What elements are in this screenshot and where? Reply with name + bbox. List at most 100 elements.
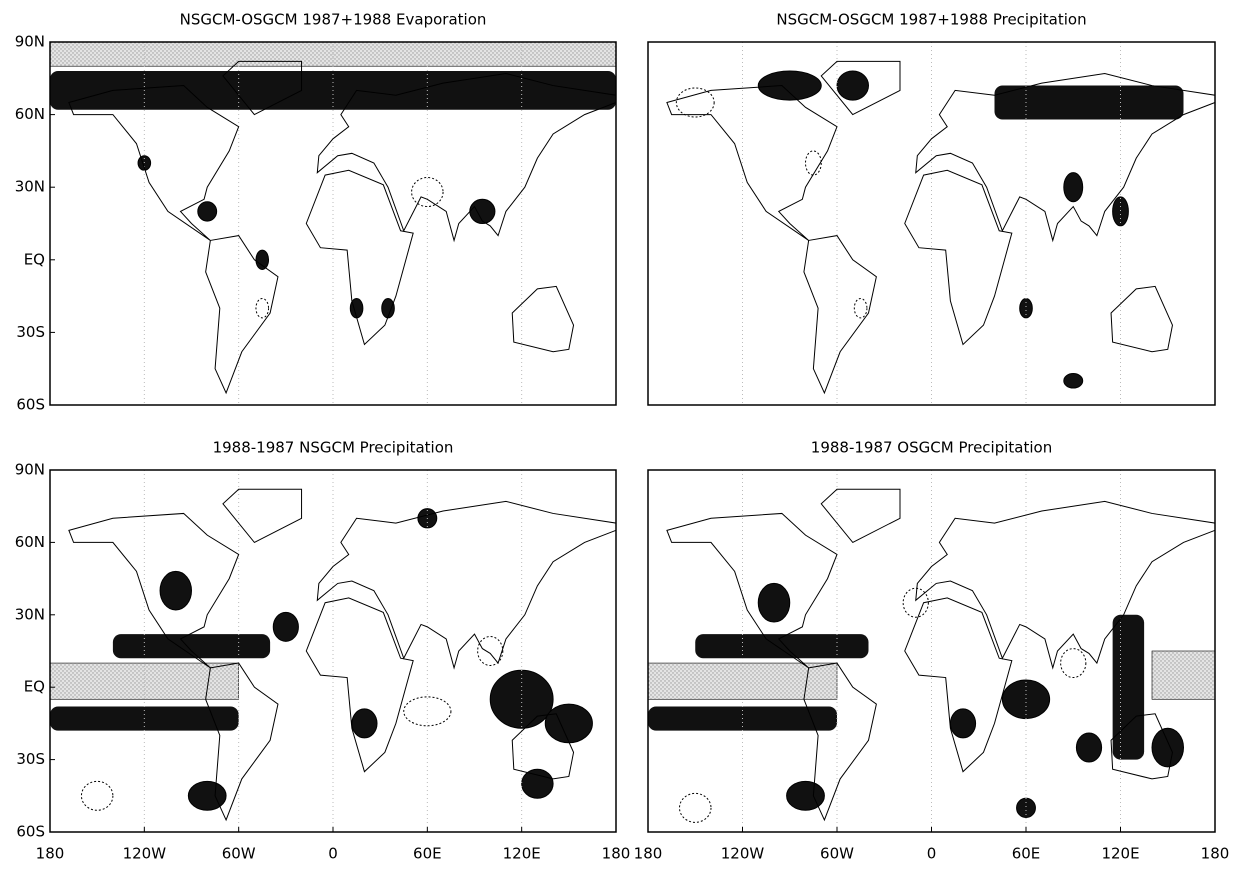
- lat-label: 90N: [15, 461, 45, 479]
- shaded-spot: [197, 201, 218, 222]
- stippled-region: [1151, 650, 1216, 700]
- contour-dashed: [80, 780, 114, 811]
- lat-label: 30S: [16, 750, 45, 768]
- contour-dashed: [853, 298, 868, 319]
- lon-label: 60E: [1012, 845, 1041, 863]
- shaded-spot: [949, 708, 977, 739]
- contour-dashed: [477, 636, 504, 666]
- shaded-spot: [757, 582, 791, 623]
- contour-dashed: [805, 150, 822, 176]
- lon-label: 180: [36, 845, 65, 863]
- lon-label: 120E: [1101, 845, 1139, 863]
- coastline: [305, 597, 414, 773]
- map-panel: NSGCM-OSGCM 1987+1988 Evaporation 90N 60N 3…: [15, 11, 617, 414]
- shaded-spot: [1001, 679, 1051, 720]
- lon-label: 60W: [820, 845, 854, 863]
- map-panel: 1988-1987 NSGCM Precipitation 90N 60N 30N EQ…: [15, 439, 631, 863]
- coastline: [803, 662, 877, 822]
- shaded-spot: [272, 611, 299, 642]
- coastline: [1110, 713, 1173, 780]
- panel-title: NSGCM-OSGCM 1987+1988 Evaporation: [180, 11, 487, 29]
- contour-dashed: [255, 298, 270, 319]
- lon-label: 0: [328, 845, 338, 863]
- lon-label: 120E: [503, 845, 541, 863]
- shaded-region: [112, 634, 271, 659]
- coastline: [820, 60, 901, 116]
- lon-label: 180: [634, 845, 663, 863]
- coastline: [305, 169, 414, 346]
- shaded-region: [695, 634, 869, 659]
- coastline: [904, 169, 1013, 346]
- lon-label: 120W: [123, 845, 167, 863]
- lon-label: 60W: [222, 845, 256, 863]
- coastline: [316, 72, 617, 243]
- panel-title: 1988-1987 OSGCM Precipitation: [811, 439, 1052, 457]
- coastline: [915, 500, 1216, 670]
- shaded-spot: [786, 780, 825, 811]
- coastline: [1110, 285, 1173, 353]
- lat-label: 60N: [15, 105, 45, 123]
- lat-label: 90N: [15, 33, 45, 51]
- lat-label: EQ: [24, 250, 45, 268]
- shaded-spot: [836, 70, 869, 101]
- coastline: [666, 85, 838, 241]
- shaded-spot: [159, 570, 192, 611]
- shaded-spot: [521, 768, 554, 799]
- coastline: [904, 597, 1013, 773]
- shaded-spot: [1063, 172, 1084, 203]
- lat-label: EQ: [24, 678, 45, 696]
- lon-label: 120W: [721, 845, 765, 863]
- map-panel: 1988-1987 OSGCM Precipitation 180 120W 60W 0…: [634, 439, 1230, 863]
- coastline: [316, 500, 617, 670]
- lat-label: 30S: [16, 323, 45, 341]
- shaded-spot: [187, 780, 227, 811]
- shaded-region: [994, 85, 1184, 120]
- shaded-spot: [381, 298, 395, 319]
- stippled-region: [647, 662, 838, 700]
- shaded-region: [1112, 614, 1145, 760]
- coastline: [511, 285, 575, 353]
- shaded-spot: [1063, 373, 1084, 389]
- shaded-spot: [1112, 196, 1129, 227]
- coastline: [511, 713, 575, 780]
- lat-label: 30N: [15, 605, 45, 623]
- map-panel: NSGCM-OSGCM 1987+1988 Precipitation: [647, 11, 1216, 406]
- shaded-spot: [255, 249, 270, 270]
- coastline: [803, 235, 877, 395]
- contour-dashed: [902, 587, 929, 618]
- stippled-region: [49, 662, 239, 700]
- coastline: [205, 662, 279, 822]
- panel-title: NSGCM-OSGCM 1987+1988 Precipitation: [776, 11, 1086, 29]
- lat-label: 60S: [16, 823, 45, 841]
- shaded-spot: [1075, 732, 1103, 763]
- map-frame: [49, 41, 617, 406]
- coastline: [820, 488, 901, 544]
- shaded-spot: [1151, 727, 1184, 768]
- lat-label: 60N: [15, 533, 45, 551]
- panel-title: 1988-1987 NSGCM Precipitation: [213, 439, 454, 457]
- shaded-spot: [544, 703, 593, 744]
- lon-label: 180: [602, 845, 631, 863]
- contour-dashed: [1060, 648, 1087, 679]
- coastline: [68, 85, 240, 241]
- coastline: [222, 488, 303, 544]
- shaded-spot: [351, 708, 378, 739]
- coastline: [205, 235, 279, 395]
- lon-label: 60E: [413, 845, 442, 863]
- coastline: [222, 60, 303, 116]
- lat-label: 60S: [16, 396, 45, 414]
- contour-dashed: [675, 87, 715, 118]
- lon-label: 180: [1201, 845, 1230, 863]
- contour-dashed: [403, 696, 452, 727]
- coastline: [666, 512, 838, 669]
- coastline: [915, 72, 1216, 243]
- lon-label: 0: [927, 845, 937, 863]
- contour-dashed: [411, 177, 444, 208]
- coastline: [68, 512, 240, 669]
- contour-dashed: [679, 792, 712, 823]
- lat-label: 30N: [15, 178, 45, 196]
- map-frame: [647, 41, 1216, 406]
- shaded-spot: [469, 198, 496, 224]
- shaded-spot: [757, 70, 822, 101]
